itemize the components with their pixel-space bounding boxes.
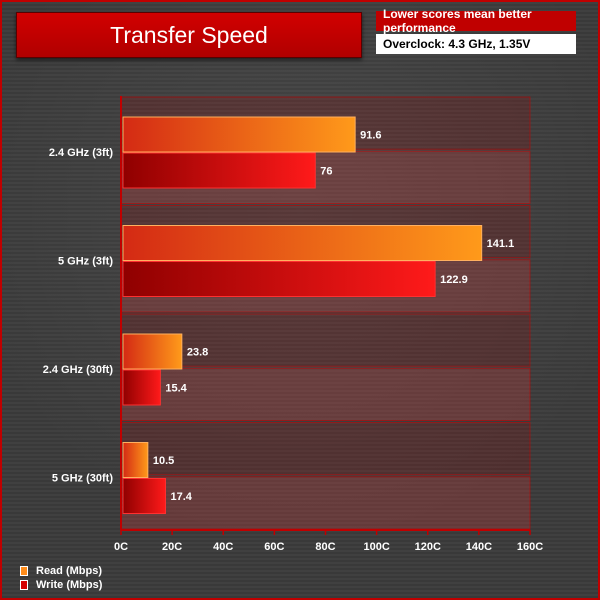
band-write-3 [120,476,531,530]
bar-read-3 [122,442,149,478]
band-read-3 [120,422,531,476]
x-tick-label-100: 100C [363,541,389,553]
value-label-read-1: 141.1 [487,238,515,250]
legend-item-read: Read (Mbps) [20,564,102,578]
legend-read-label: Read (Mbps) [36,565,102,577]
value-label-write-2: 15.4 [165,383,187,395]
legend-write-label: Write (Mbps) [36,579,103,591]
bar-read-0 [122,116,356,153]
x-tick-label-0: 0C [114,541,128,553]
category-label-1: 5 GHz (3ft) [58,256,113,268]
bar-write-0 [122,152,316,189]
legend-item-write: Write (Mbps) [20,578,102,592]
bar-read-1 [122,225,483,261]
value-label-write-3: 17.4 [170,491,192,503]
bar-write-2 [122,369,161,406]
overclock-subtitle: Overclock: 4.3 GHz, 1.35V [376,34,576,54]
legend: Read (Mbps) Write (Mbps) [20,564,102,592]
category-label-3: 5 GHz (30ft) [52,473,113,485]
chart-title: Transfer Speed [16,12,362,58]
x-tick-label-20: 20C [162,541,182,553]
x-tick-label-120: 120C [415,541,441,553]
bar-read-2 [122,333,183,370]
value-label-write-0: 76 [320,166,332,178]
legend-write-swatch [20,580,28,590]
x-tick-label-140: 140C [466,541,492,553]
value-label-write-1: 122.9 [440,274,468,286]
x-tick-label-80: 80C [315,541,335,553]
band-read-2 [120,313,531,367]
value-label-read-3: 10.5 [153,455,174,467]
x-tick-label-60: 60C [264,541,284,553]
band-write-2 [120,367,531,421]
value-label-read-0: 91.6 [360,130,381,142]
bar-write-1 [122,261,436,297]
bar-write-3 [122,478,166,514]
x-tick-label-40: 40C [213,541,233,553]
category-label-2: 2.4 GHz (30ft) [43,364,114,376]
legend-read-swatch [20,566,28,576]
x-tick-label-160: 160C [517,541,543,553]
category-label-0: 2.4 GHz (3ft) [49,147,114,159]
value-label-read-2: 23.8 [187,347,208,359]
